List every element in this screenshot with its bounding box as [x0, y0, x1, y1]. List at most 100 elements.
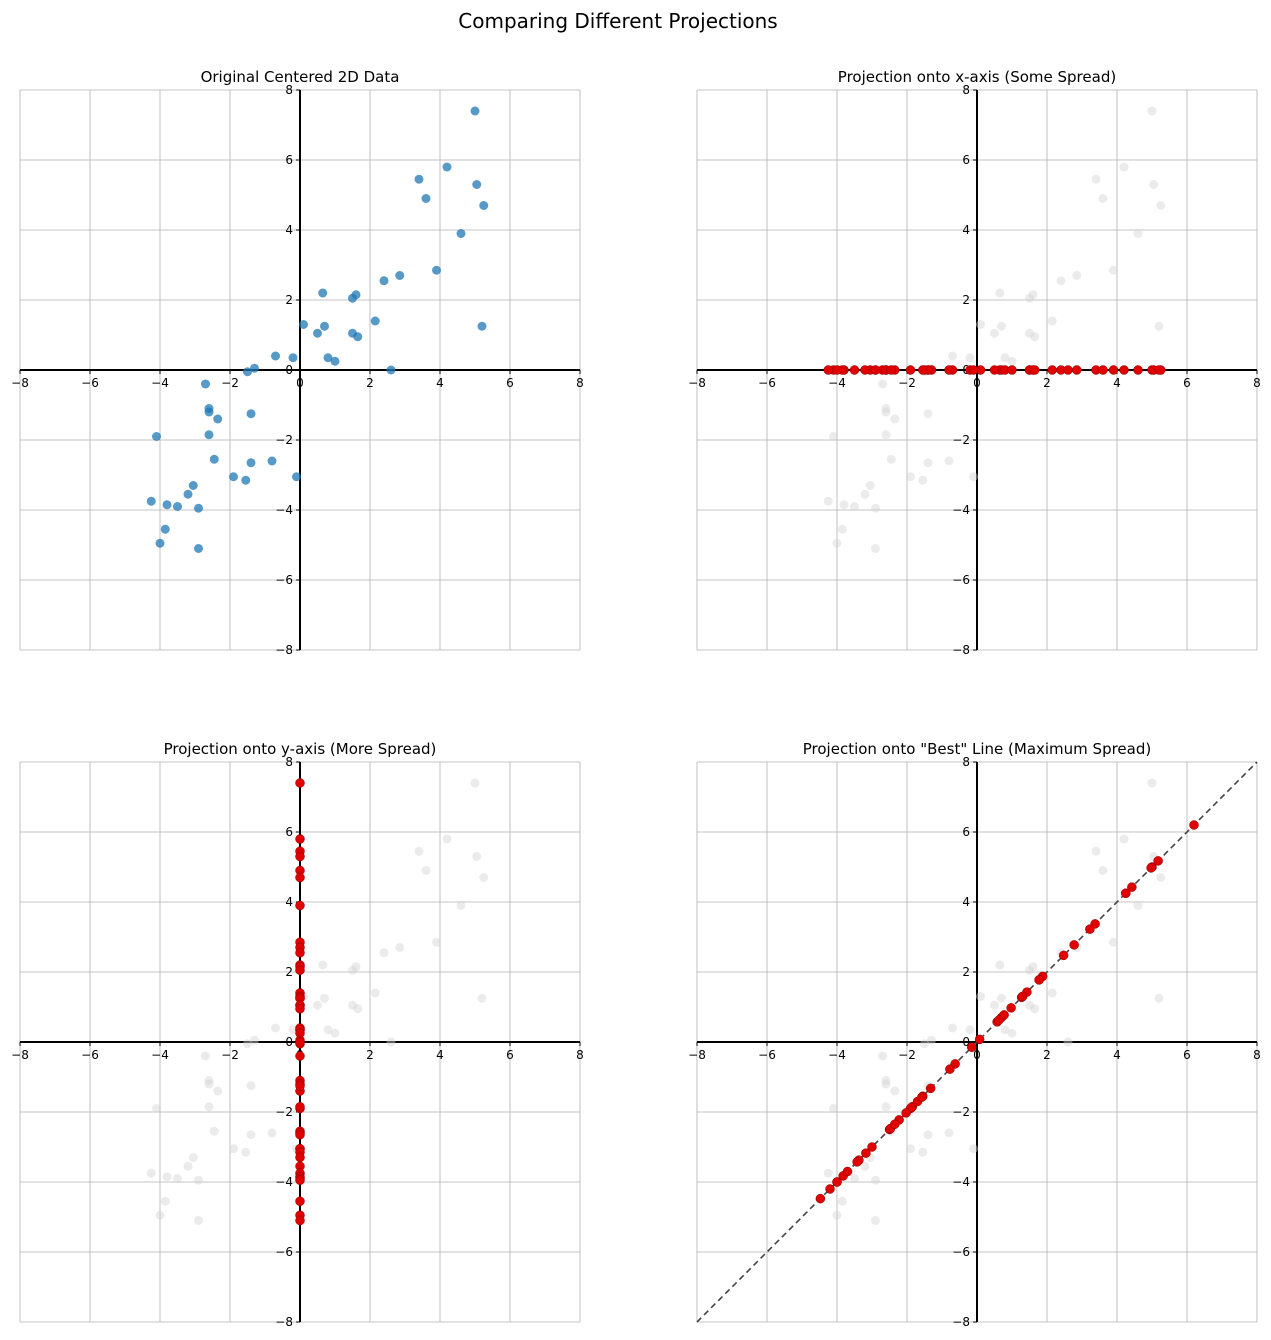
original-point-faded — [990, 1000, 999, 1010]
original-point-faded — [823, 496, 833, 506]
projected-point — [925, 1083, 936, 1094]
original-point-faded — [146, 1168, 156, 1178]
x-tick-label: −4 — [828, 376, 846, 390]
data-point — [160, 524, 170, 534]
original-point-faded — [194, 1216, 203, 1225]
data-point — [188, 481, 198, 490]
x-tick-label: 6 — [1183, 1048, 1191, 1062]
x-tick-label: −4 — [828, 1048, 846, 1062]
original-point-faded — [881, 1102, 891, 1112]
original-point-faded — [1000, 353, 1010, 363]
data-point — [330, 356, 340, 366]
x-tick-label: 4 — [436, 376, 444, 390]
original-point-faded — [313, 1000, 322, 1010]
projected-point — [842, 1166, 853, 1177]
data-point — [146, 496, 156, 506]
original-point-faded — [1119, 162, 1129, 172]
projected-point — [295, 778, 305, 788]
original-point-faded — [837, 1196, 847, 1206]
projected-point — [860, 365, 870, 375]
projected-point — [1006, 1003, 1016, 1013]
x-tick-label: −2 — [221, 376, 239, 390]
original-point-faded — [948, 1023, 957, 1033]
y-tick-label: 2 — [285, 965, 293, 979]
data-point — [201, 379, 210, 389]
x-tick-label: −8 — [11, 376, 29, 390]
original-point-faded — [881, 404, 891, 413]
data-point — [155, 538, 165, 548]
y-tick-label: −8 — [952, 643, 970, 657]
panel-x-projection: Projection onto x-axis (Some Spread) −8 −… — [688, 68, 1261, 657]
original-point-faded — [386, 1037, 396, 1047]
original-point-faded — [246, 1130, 256, 1140]
y-tick-label: −8 — [952, 1315, 970, 1329]
y-tick-label: −4 — [275, 503, 293, 517]
original-point-faded — [881, 1079, 891, 1089]
original-point-faded — [1072, 271, 1082, 280]
data-point — [243, 367, 252, 377]
original-point-faded — [890, 414, 900, 424]
original-point-faded — [1098, 866, 1108, 875]
original-point-faded — [860, 489, 870, 499]
original-point-faded — [1156, 201, 1166, 210]
projected-point — [1121, 888, 1131, 898]
y-tick-label: 8 — [285, 755, 293, 769]
original-point-faded — [886, 454, 896, 464]
data-point — [320, 321, 329, 331]
projected-point — [295, 1051, 305, 1061]
original-point-faded — [1025, 1000, 1034, 1010]
projected-point — [832, 1177, 842, 1187]
data-point — [472, 180, 482, 189]
data-point — [250, 363, 259, 373]
original-point-faded — [229, 1144, 238, 1154]
original-point-faded — [152, 1104, 161, 1113]
original-point-faded — [860, 1161, 870, 1171]
data-point — [313, 328, 322, 338]
x-tick-label: 6 — [506, 1048, 514, 1062]
data-point — [479, 201, 489, 210]
y-tick-label: −4 — [952, 1175, 970, 1189]
projected-point — [1007, 365, 1017, 375]
original-point-faded — [1133, 229, 1143, 238]
x-tick-label: 4 — [1113, 376, 1121, 390]
original-point-faded — [1147, 778, 1157, 788]
y-tick-label: −2 — [275, 1105, 293, 1119]
y-tick-label: 4 — [962, 223, 970, 237]
original-point-faded — [1156, 873, 1166, 882]
x-tick-label: 0 — [973, 376, 981, 390]
data-point — [267, 456, 277, 466]
data-point — [246, 409, 256, 419]
original-point-faded — [432, 937, 441, 947]
x-tick-label: 8 — [576, 1048, 584, 1062]
projected-point — [1154, 365, 1164, 375]
x-tick-label: 4 — [1113, 1048, 1121, 1062]
y-tick-label: 4 — [285, 223, 293, 237]
y-tick-label: 4 — [962, 895, 970, 909]
projected-point — [295, 1215, 305, 1226]
original-point-faded — [243, 1039, 252, 1049]
y-tick-label: −4 — [952, 503, 970, 517]
original-point-faded — [881, 430, 891, 440]
projected-point — [1098, 365, 1108, 375]
original-point-faded — [871, 544, 880, 553]
projected-point — [823, 365, 833, 375]
projected-point — [295, 834, 305, 844]
projected-point — [295, 1175, 305, 1185]
original-point-faded — [204, 1102, 214, 1112]
original-point-faded — [927, 1035, 936, 1045]
original-point-faded — [829, 1104, 838, 1113]
projected-point — [901, 1108, 911, 1118]
original-point-faded — [1149, 180, 1159, 189]
projected-point — [825, 1184, 835, 1194]
projected-point — [945, 1064, 955, 1074]
data-point — [194, 503, 203, 513]
original-point-faded — [456, 901, 466, 910]
y-tick-label: −6 — [275, 573, 293, 587]
x-tick-label: 2 — [366, 1048, 374, 1062]
original-point-faded — [881, 407, 891, 417]
y-tick-label: 0 — [962, 1035, 970, 1049]
original-point-faded — [948, 351, 957, 361]
y-tick-label: 4 — [285, 895, 293, 909]
original-point-faded — [477, 993, 487, 1003]
projected-point — [974, 1034, 985, 1045]
